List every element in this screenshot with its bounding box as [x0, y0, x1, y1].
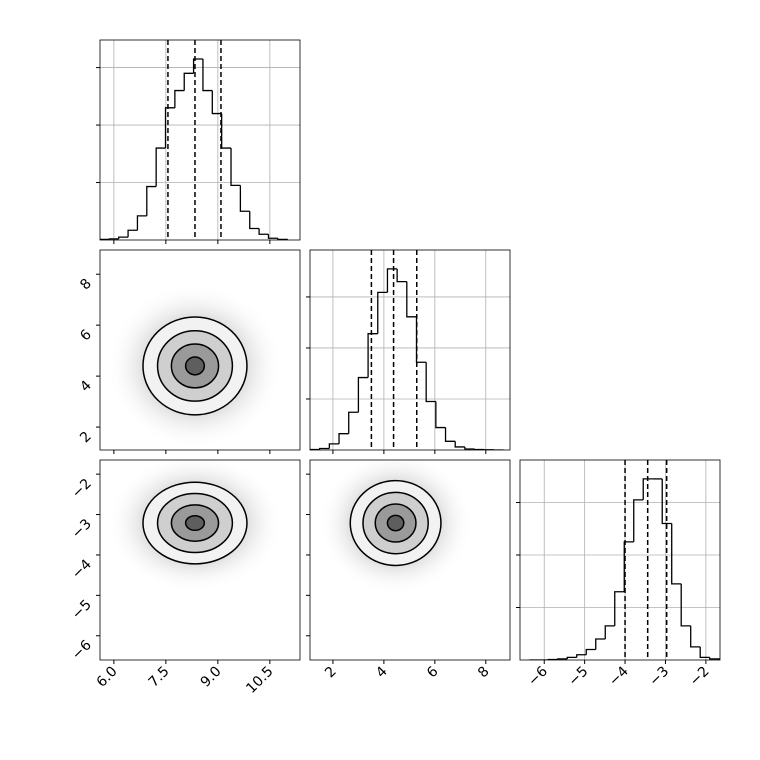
histogram-bin — [310, 448, 320, 450]
histogram-bin — [357, 376, 369, 413]
histogram-bin — [642, 478, 653, 500]
x-tick-label: −2 — [687, 664, 713, 690]
histogram-bin — [136, 215, 147, 231]
histogram-bin — [100, 238, 110, 240]
x-tick-label: 4 — [373, 663, 391, 681]
panel-clip — [100, 40, 300, 240]
histogram-bin — [566, 656, 577, 659]
histogram-bin — [623, 541, 634, 592]
histogram-bin — [633, 499, 644, 542]
y-tick-label: −6 — [69, 637, 95, 663]
y-tick-label: −2 — [69, 476, 95, 502]
histogram-bin — [415, 316, 427, 363]
histogram-bin — [108, 238, 119, 240]
histogram-bin — [671, 523, 682, 585]
histogram-bin — [328, 443, 340, 449]
y-tick-label: −3 — [69, 516, 95, 542]
panel-frame — [519, 459, 721, 661]
panel-frame — [99, 249, 301, 451]
histogram-bin — [267, 234, 278, 239]
histogram-bin — [118, 236, 129, 239]
histogram-bin — [604, 625, 615, 640]
histogram-bin — [174, 89, 185, 108]
x-tick-label: −6 — [525, 663, 551, 689]
y-tick-label: 8 — [77, 276, 95, 294]
panel-clip — [318, 460, 473, 596]
histogram-bin — [595, 638, 606, 650]
histogram-bin — [464, 446, 475, 450]
panel-clip — [106, 460, 284, 593]
histogram-bin — [699, 646, 710, 659]
histogram-bin — [386, 268, 398, 293]
histogram-bin — [211, 90, 222, 115]
histogram-bin — [377, 291, 388, 334]
contour — [184, 515, 206, 532]
x-tick-label: 8 — [475, 664, 493, 682]
histogram-bin — [435, 401, 446, 429]
y-tick-label: 6 — [77, 327, 95, 345]
x-tick-label: 2 — [322, 664, 340, 682]
histogram-bin — [425, 362, 436, 403]
histogram-bin — [709, 657, 720, 660]
contour — [386, 514, 405, 532]
histogram-bin — [367, 333, 378, 378]
histogram-bin — [454, 441, 465, 448]
histogram-bin — [192, 58, 203, 74]
histogram-bin — [396, 268, 407, 283]
x-tick-label: −5 — [566, 664, 592, 690]
y-tick-label: 2 — [77, 429, 95, 447]
histogram-bin — [661, 478, 672, 525]
histogram-bin — [444, 427, 456, 442]
histogram-bin — [614, 591, 625, 626]
x-tick-label: −4 — [606, 663, 632, 689]
histogram-bin — [406, 281, 417, 318]
histogram-bin — [690, 625, 701, 648]
histogram-bin — [585, 648, 596, 655]
panel-frame — [309, 459, 511, 661]
histogram-bin — [239, 185, 250, 212]
panel-clip — [520, 460, 720, 660]
panel-frame — [309, 249, 511, 451]
y-tick-label: 4 — [77, 378, 95, 396]
histogram-bin — [155, 147, 166, 187]
y-tick-label: −5 — [69, 597, 95, 623]
x-tick-label: 7.5 — [146, 664, 173, 691]
histogram-bin — [473, 448, 485, 450]
contour — [184, 356, 206, 376]
x-tick-label: −3 — [646, 664, 672, 690]
panel-frame — [99, 39, 301, 241]
histogram-bin — [557, 658, 568, 660]
panel-clip — [310, 250, 510, 450]
histogram-bin — [146, 185, 157, 216]
x-tick-label: 9.0 — [198, 664, 225, 691]
panel-frame — [99, 459, 301, 661]
histogram-bin — [258, 228, 269, 235]
histogram-bin — [338, 433, 349, 444]
y-tick-label: −4 — [69, 556, 95, 582]
histogram-bin — [221, 113, 232, 149]
histogram-bin — [249, 211, 260, 230]
x-tick-label: 6 — [424, 663, 442, 681]
x-tick-label: 6.0 — [94, 664, 121, 691]
histogram-bin — [202, 58, 213, 92]
histogram-bin — [164, 107, 175, 149]
histogram-bin — [576, 654, 587, 658]
histogram-bin — [319, 447, 330, 450]
panel-clip — [106, 282, 284, 450]
histogram-bin — [183, 72, 194, 91]
histogram-bin — [680, 583, 691, 627]
x-tick-label: 10.5 — [243, 664, 276, 697]
histogram-bin — [348, 411, 359, 434]
histogram-bin — [127, 229, 138, 238]
histogram-bin — [230, 148, 241, 187]
